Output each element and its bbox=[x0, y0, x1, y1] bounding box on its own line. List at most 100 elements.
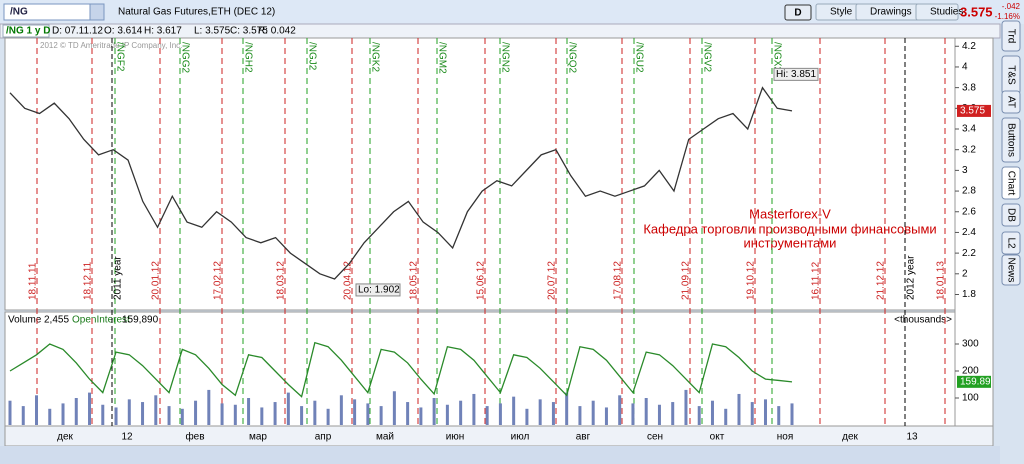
side-tab-label: News bbox=[1005, 257, 1016, 282]
expiry-label: 20.04.12 bbox=[343, 261, 354, 300]
x-tick-label: дек bbox=[57, 432, 73, 443]
x-tick-label: апр bbox=[315, 432, 332, 443]
volume-bar bbox=[233, 404, 237, 425]
watermark-title: Masterforex-V bbox=[749, 206, 831, 221]
units: <thousands> bbox=[894, 315, 952, 326]
volume-bar bbox=[88, 392, 92, 425]
x-tick-label: май bbox=[376, 432, 394, 443]
volume-bar bbox=[512, 396, 516, 425]
volume-bar bbox=[419, 407, 423, 425]
info-field: C: 3.575 bbox=[230, 26, 268, 37]
volume-bar bbox=[48, 408, 52, 425]
contract-label: /NGU2 bbox=[633, 42, 644, 73]
toolbar-button[interactable] bbox=[915, 3, 959, 21]
expiry-label: 21.12.12 bbox=[876, 261, 887, 300]
last-price: 3.575 bbox=[960, 4, 993, 19]
side-tab-label: DB bbox=[1005, 208, 1016, 222]
y-tick-label: 300 bbox=[962, 339, 979, 350]
info-field: D: 07.11.12 bbox=[52, 26, 103, 37]
volume-bar bbox=[538, 399, 542, 425]
volume-bar bbox=[194, 400, 198, 425]
side-tab[interactable] bbox=[1001, 231, 1021, 255]
x-tick-label: фев bbox=[185, 431, 204, 443]
volume-bar bbox=[737, 393, 741, 425]
volume-bar bbox=[141, 402, 145, 425]
volume-bar bbox=[35, 395, 39, 425]
side-tab-label: L2 bbox=[1005, 237, 1016, 249]
volume-bar bbox=[326, 408, 330, 425]
y-tick-label: 1.8 bbox=[962, 289, 976, 300]
x-tick-label: июл bbox=[511, 432, 530, 443]
last-value-box bbox=[957, 104, 991, 117]
expiry-label: 17.02.12 bbox=[213, 261, 224, 300]
volume-bar bbox=[21, 406, 25, 425]
expiry-label: 20.07.12 bbox=[547, 261, 558, 300]
side-tab-label: T&S bbox=[1005, 65, 1016, 85]
expiry-label: 20.01.12 bbox=[151, 261, 162, 300]
change-pct: -1.16% bbox=[995, 12, 1020, 21]
side-tab-label: Chart bbox=[1005, 171, 1016, 196]
contract-label: /NGQ2 bbox=[566, 42, 577, 74]
volume-bar bbox=[313, 400, 317, 425]
volume-bar bbox=[750, 402, 754, 425]
volume-bar bbox=[180, 408, 184, 425]
price-pane bbox=[4, 37, 956, 311]
volume-bar bbox=[8, 400, 12, 425]
y-tick-label: 3.2 bbox=[962, 144, 976, 155]
oi-last-label: 159.89 bbox=[960, 376, 991, 387]
y-tick-label: 200 bbox=[962, 366, 979, 377]
year-label: 2012 year bbox=[906, 255, 917, 300]
volume-bar bbox=[459, 400, 463, 425]
volume-bar bbox=[472, 393, 476, 425]
side-tab[interactable] bbox=[1001, 203, 1021, 227]
x-tick-label: сен bbox=[647, 432, 663, 443]
contract-label: /NGX2 bbox=[771, 42, 782, 72]
y-tick-label: 2 bbox=[962, 268, 968, 279]
price-line bbox=[9, 86, 793, 280]
volume-bar bbox=[657, 404, 661, 425]
volume-bar bbox=[127, 399, 131, 425]
oi-value: 159,890 bbox=[122, 315, 159, 326]
volume-bar bbox=[790, 403, 794, 425]
aggregation-button[interactable] bbox=[784, 4, 812, 21]
contract-label: /NGK2 bbox=[369, 42, 380, 72]
copyright: 2012 © TD Ameritrade IP Company, Inc. bbox=[40, 41, 182, 50]
y-tick-label: 3 bbox=[962, 165, 968, 176]
contract-label: /NGH2 bbox=[242, 42, 253, 73]
side-tab[interactable] bbox=[1001, 20, 1021, 52]
volume-bar bbox=[392, 391, 396, 425]
oi-header: OpenInterest bbox=[72, 315, 130, 326]
volume-bar bbox=[379, 406, 383, 425]
side-tab[interactable] bbox=[1001, 254, 1021, 286]
expiry-label: 21.09.12 bbox=[681, 261, 692, 300]
x-tick-label: окт bbox=[710, 432, 725, 443]
side-tab[interactable] bbox=[1001, 166, 1021, 200]
symbol-dropdown[interactable] bbox=[89, 3, 105, 21]
volume-bar bbox=[286, 392, 290, 425]
expiry-label: 17.08.12 bbox=[613, 261, 624, 300]
volume-bar bbox=[366, 403, 370, 425]
side-tab-label: AT bbox=[1005, 96, 1016, 108]
side-tab[interactable] bbox=[1001, 117, 1021, 163]
volume-bar bbox=[697, 406, 701, 425]
side-tab[interactable] bbox=[1001, 90, 1021, 114]
volume-bar bbox=[551, 402, 555, 425]
info-field: L: 3.575 bbox=[194, 26, 231, 37]
expiry-label: 15.06.12 bbox=[476, 261, 487, 300]
info-label-box bbox=[2, 24, 50, 38]
volume-bar bbox=[618, 395, 622, 425]
expiry-label: 18.03.12 bbox=[276, 261, 287, 300]
volume-bar bbox=[445, 404, 449, 425]
volume-bar bbox=[154, 395, 158, 425]
year-label: 2011 year bbox=[113, 256, 124, 300]
aggregation: D bbox=[794, 8, 801, 19]
volume-bar bbox=[273, 402, 277, 425]
volume-bar bbox=[74, 398, 78, 425]
contract-label: /NGN2 bbox=[499, 42, 510, 73]
volume-bar bbox=[167, 406, 171, 425]
volume-bar bbox=[498, 403, 502, 425]
contract-label: /NGV2 bbox=[701, 42, 712, 72]
volume-bar bbox=[485, 406, 489, 425]
y-tick-label: 4 bbox=[962, 62, 968, 73]
